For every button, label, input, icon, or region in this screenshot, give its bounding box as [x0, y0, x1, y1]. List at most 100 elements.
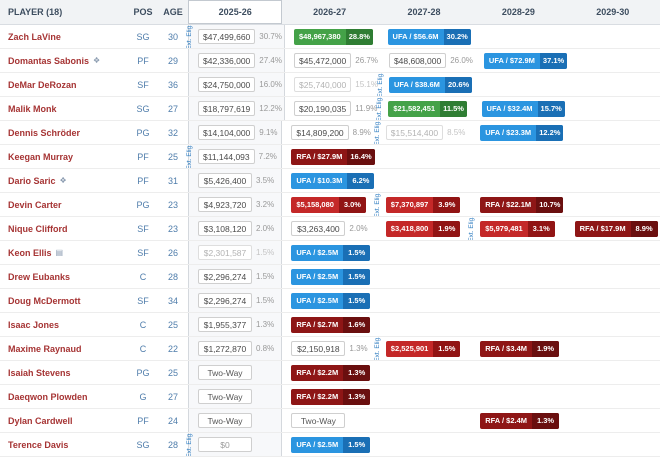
year-cell: [471, 313, 565, 336]
cap-percent: 2.0%: [256, 224, 275, 233]
column-header-2025-26[interactable]: 2025-26: [188, 0, 283, 24]
rfa-pill: RFA / $2.2M 1.3%: [291, 388, 371, 405]
player-option-pill: $21,582,451 11.5%: [388, 100, 468, 117]
ufa-pill: UFA / $2.5M 1.5%: [291, 268, 371, 285]
salary-value: $42,336,000: [198, 53, 256, 68]
salary-value: $15,514,400: [385, 125, 444, 140]
column-header-2027-28[interactable]: 2027-28: [407, 7, 441, 17]
year-cell: RFA / $3.4M 1.9%: [471, 337, 565, 360]
year-cell: RFA / $2.2M 1.3%: [282, 385, 376, 408]
player-cell: Malik Monk: [0, 97, 128, 120]
table-row: Malik Monk SG 27 $18,797,619 12.2% $20,190,03…: [0, 97, 660, 121]
team-option-pill: $7,370,897 3.9%: [385, 196, 461, 213]
ufa-pill: UFA / $23.3M 12.2%: [480, 124, 564, 141]
ext-eligible-label: Ext. Elig.: [373, 121, 381, 144]
year-cell: UFA / $2.5M 1.5%: [282, 265, 376, 288]
cap-percent: 1.5%: [256, 248, 275, 257]
player-link[interactable]: Drew Eubanks: [8, 271, 71, 282]
pct-badge: 1.5%: [433, 340, 461, 357]
pct-badge: 30.2%: [443, 28, 471, 45]
pct-badge: 1.3%: [532, 412, 560, 429]
pos-cell: PG: [136, 367, 150, 378]
pill-value: UFA / $23.3M: [485, 128, 532, 137]
pill-value: RFA / $22.1M: [485, 200, 532, 209]
player-link[interactable]: Keon Ellis: [8, 247, 52, 258]
player-link[interactable]: Doug McDermott: [8, 295, 81, 306]
player-link[interactable]: Zach LaVine: [8, 31, 61, 42]
pos-cell: SG: [136, 439, 150, 450]
cap-percent: 0.8%: [256, 344, 275, 353]
year-cell: Ext. Elig. $15,514,400 8.5%: [374, 121, 471, 144]
year-cell: $42,336,000 27.4%: [188, 49, 285, 72]
column-header-2029-30[interactable]: 2029-30: [596, 7, 630, 17]
year-cell: Ext. Elig. $0: [186, 433, 283, 456]
player-link[interactable]: Domantas Sabonis: [8, 55, 90, 66]
player-link[interactable]: Maxime Raynaud: [8, 343, 82, 354]
year-cell: [377, 265, 471, 288]
ext-eligible-label: Ext. Elig.: [468, 217, 476, 240]
year-cell: $1,955,377 1.3%: [188, 313, 283, 336]
year-cell: [566, 337, 660, 360]
player-link[interactable]: Malik Monk: [8, 103, 57, 114]
pill-value: UFA / $2.5M: [296, 272, 339, 281]
cap-percent: 26.7%: [355, 56, 378, 65]
cap-percent: 3.2%: [256, 200, 275, 209]
table-row: Maxime Raynaud C 22 $1,272,870 0.8% $2,150,91…: [0, 337, 660, 361]
year-cell: [566, 385, 660, 408]
table-row: Keegan Murray PF 25 Ext. Elig. $11,144,093 7.…: [0, 145, 660, 169]
year-cell: [567, 73, 660, 96]
pos-cell: PF: [137, 151, 149, 162]
year-cell: [569, 49, 660, 72]
rfa-pill: RFA / $2.2M 1.3%: [291, 364, 371, 381]
player-link[interactable]: Dylan Cardwell: [8, 415, 73, 426]
pill-value: $5,979,481: [485, 224, 523, 233]
column-header-player[interactable]: PLAYER (18): [8, 7, 63, 17]
pill-value: UFA / $72.9M: [488, 56, 535, 65]
year-cell: [566, 121, 660, 144]
cap-percent: 7.2%: [258, 152, 277, 161]
player-link[interactable]: Daeqwon Plowden: [8, 391, 88, 402]
year-cell: [566, 265, 660, 288]
pct-badge: 37.1%: [539, 52, 568, 69]
pill-value: UFA / $2.5M: [296, 296, 339, 305]
player-cell: Terence Davis: [0, 433, 128, 456]
cap-percent: 12.2%: [259, 104, 282, 113]
player-link[interactable]: Dario Saric: [8, 175, 56, 186]
player-link[interactable]: Dennis Schröder: [8, 127, 81, 138]
pct-badge: 12.2%: [536, 124, 564, 141]
year-cell: $5,426,400 3.5%: [188, 169, 283, 192]
rfa-pill: RFA / $2.7M 1.6%: [291, 316, 371, 333]
year-cell: Ext. Elig. $47,499,660 30.7%: [186, 25, 285, 48]
player-cell: Drew Eubanks: [0, 265, 128, 288]
player-link[interactable]: Keegan Murray: [8, 151, 74, 162]
column-header-pos[interactable]: POS: [133, 7, 153, 17]
year-cell: UFA / $2.5M 1.5%: [282, 289, 376, 312]
player-link[interactable]: Isaiah Stevens: [8, 367, 71, 378]
year-cell: $14,809,200 8.9%: [282, 121, 376, 144]
pill-value: $5,158,080: [296, 200, 334, 209]
column-header-age[interactable]: AGE: [163, 7, 183, 17]
column-header-2026-27[interactable]: 2026-27: [313, 7, 347, 17]
player-link[interactable]: DeMar DeRozan: [8, 79, 77, 90]
ufa-pill: UFA / $72.9M 37.1%: [483, 52, 568, 69]
salary-value: $14,104,000: [198, 125, 256, 140]
salary-value: $3,263,400: [291, 221, 346, 236]
contract-flag-icon: ❖: [59, 176, 67, 185]
ext-eligible-label: Ext. Elig.: [373, 337, 381, 360]
ufa-pill: UFA / $32.4M 15.7%: [481, 100, 565, 117]
table-row: DeMar DeRozan SF 36 $24,750,000 16.0% $25,740…: [0, 73, 660, 97]
year-cell: Two-Way: [188, 385, 283, 408]
player-link[interactable]: Terence Davis: [8, 439, 69, 450]
player-link[interactable]: Isaac Jones: [8, 319, 60, 330]
two-way-cell: Two-Way: [198, 365, 252, 380]
salary-value: $1,272,870: [198, 341, 252, 356]
player-link[interactable]: Nique Clifford: [8, 223, 68, 234]
pct-badge: 1.9%: [532, 340, 560, 357]
year-cell: [377, 385, 471, 408]
report-icon: ▤: [55, 248, 64, 257]
pos-cell: G: [139, 391, 147, 402]
pos-cell: SF: [137, 295, 149, 306]
column-header-2028-29[interactable]: 2028-29: [501, 7, 535, 17]
table-row: Domantas Sabonis ❖ PF 29 $42,336,000 27.4% $45…: [0, 49, 660, 73]
player-link[interactable]: Devin Carter: [8, 199, 62, 210]
